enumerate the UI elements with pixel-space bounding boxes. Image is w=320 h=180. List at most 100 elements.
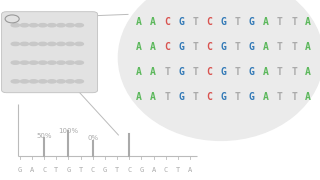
- Text: 50%: 50%: [36, 134, 52, 140]
- Ellipse shape: [48, 61, 56, 64]
- Text: A: A: [263, 92, 269, 102]
- Text: T: T: [235, 42, 241, 52]
- Ellipse shape: [75, 42, 84, 46]
- Text: G: G: [179, 92, 184, 102]
- Text: C: C: [207, 17, 212, 27]
- Text: A: A: [136, 42, 142, 52]
- Text: T: T: [54, 167, 59, 173]
- Text: 0%: 0%: [87, 135, 98, 141]
- Text: G: G: [139, 167, 144, 173]
- Text: T: T: [291, 17, 297, 27]
- Ellipse shape: [48, 42, 56, 46]
- Text: T: T: [235, 17, 241, 27]
- Ellipse shape: [66, 61, 74, 64]
- Text: C: C: [207, 92, 212, 102]
- Text: C: C: [207, 42, 212, 52]
- Text: A: A: [305, 42, 311, 52]
- Text: G: G: [249, 17, 255, 27]
- Text: G: G: [249, 67, 255, 77]
- Text: A: A: [150, 67, 156, 77]
- Text: 100%: 100%: [59, 128, 78, 134]
- Text: A: A: [150, 42, 156, 52]
- Ellipse shape: [39, 80, 47, 83]
- Text: T: T: [277, 67, 283, 77]
- Text: G: G: [179, 42, 184, 52]
- Ellipse shape: [66, 42, 74, 46]
- Text: C: C: [127, 167, 132, 173]
- Text: G: G: [221, 17, 227, 27]
- Text: G: G: [249, 42, 255, 52]
- Text: T: T: [164, 67, 170, 77]
- Ellipse shape: [20, 42, 29, 46]
- Text: G: G: [179, 17, 184, 27]
- Text: T: T: [291, 92, 297, 102]
- Text: T: T: [277, 92, 283, 102]
- Text: T: T: [193, 42, 198, 52]
- Text: G: G: [66, 167, 71, 173]
- Ellipse shape: [11, 61, 20, 64]
- Ellipse shape: [20, 61, 29, 64]
- Text: A: A: [263, 67, 269, 77]
- Text: C: C: [207, 67, 212, 77]
- Text: A: A: [263, 17, 269, 27]
- Text: C: C: [164, 17, 170, 27]
- Ellipse shape: [29, 42, 38, 46]
- Text: T: T: [176, 167, 180, 173]
- Text: A: A: [151, 167, 156, 173]
- Text: T: T: [193, 67, 198, 77]
- Ellipse shape: [11, 80, 20, 83]
- Text: T: T: [235, 67, 241, 77]
- Text: T: T: [78, 167, 83, 173]
- Text: A: A: [188, 167, 192, 173]
- Ellipse shape: [57, 80, 65, 83]
- Text: G: G: [221, 67, 227, 77]
- Text: G: G: [249, 92, 255, 102]
- Ellipse shape: [66, 80, 74, 83]
- Text: C: C: [164, 167, 168, 173]
- Ellipse shape: [11, 42, 20, 46]
- Ellipse shape: [57, 42, 65, 46]
- Ellipse shape: [75, 24, 84, 27]
- Ellipse shape: [39, 42, 47, 46]
- Text: C: C: [91, 167, 95, 173]
- Text: A: A: [305, 92, 311, 102]
- Text: G: G: [221, 42, 227, 52]
- Ellipse shape: [20, 24, 29, 27]
- Ellipse shape: [118, 0, 320, 140]
- Ellipse shape: [20, 80, 29, 83]
- Text: T: T: [193, 92, 198, 102]
- Ellipse shape: [11, 24, 20, 27]
- Text: G: G: [103, 167, 107, 173]
- Ellipse shape: [48, 24, 56, 27]
- Text: A: A: [136, 67, 142, 77]
- FancyBboxPatch shape: [2, 12, 98, 93]
- Ellipse shape: [29, 80, 38, 83]
- Ellipse shape: [75, 61, 84, 64]
- Text: A: A: [305, 17, 311, 27]
- Ellipse shape: [57, 61, 65, 64]
- Text: A: A: [136, 92, 142, 102]
- Text: T: T: [277, 17, 283, 27]
- Ellipse shape: [75, 80, 84, 83]
- Text: G: G: [221, 92, 227, 102]
- Text: C: C: [42, 167, 46, 173]
- Text: A: A: [263, 42, 269, 52]
- Text: G: G: [179, 67, 184, 77]
- Ellipse shape: [66, 24, 74, 27]
- Ellipse shape: [29, 24, 38, 27]
- Ellipse shape: [39, 24, 47, 27]
- Text: A: A: [30, 167, 34, 173]
- Text: C: C: [164, 42, 170, 52]
- Ellipse shape: [57, 24, 65, 27]
- Text: T: T: [235, 92, 241, 102]
- Ellipse shape: [29, 61, 38, 64]
- Text: T: T: [277, 42, 283, 52]
- Ellipse shape: [39, 61, 47, 64]
- Text: A: A: [305, 67, 311, 77]
- Text: T: T: [291, 67, 297, 77]
- Text: T: T: [164, 92, 170, 102]
- Text: G: G: [18, 167, 22, 173]
- Text: T: T: [193, 17, 198, 27]
- Text: T: T: [115, 167, 119, 173]
- Text: A: A: [150, 17, 156, 27]
